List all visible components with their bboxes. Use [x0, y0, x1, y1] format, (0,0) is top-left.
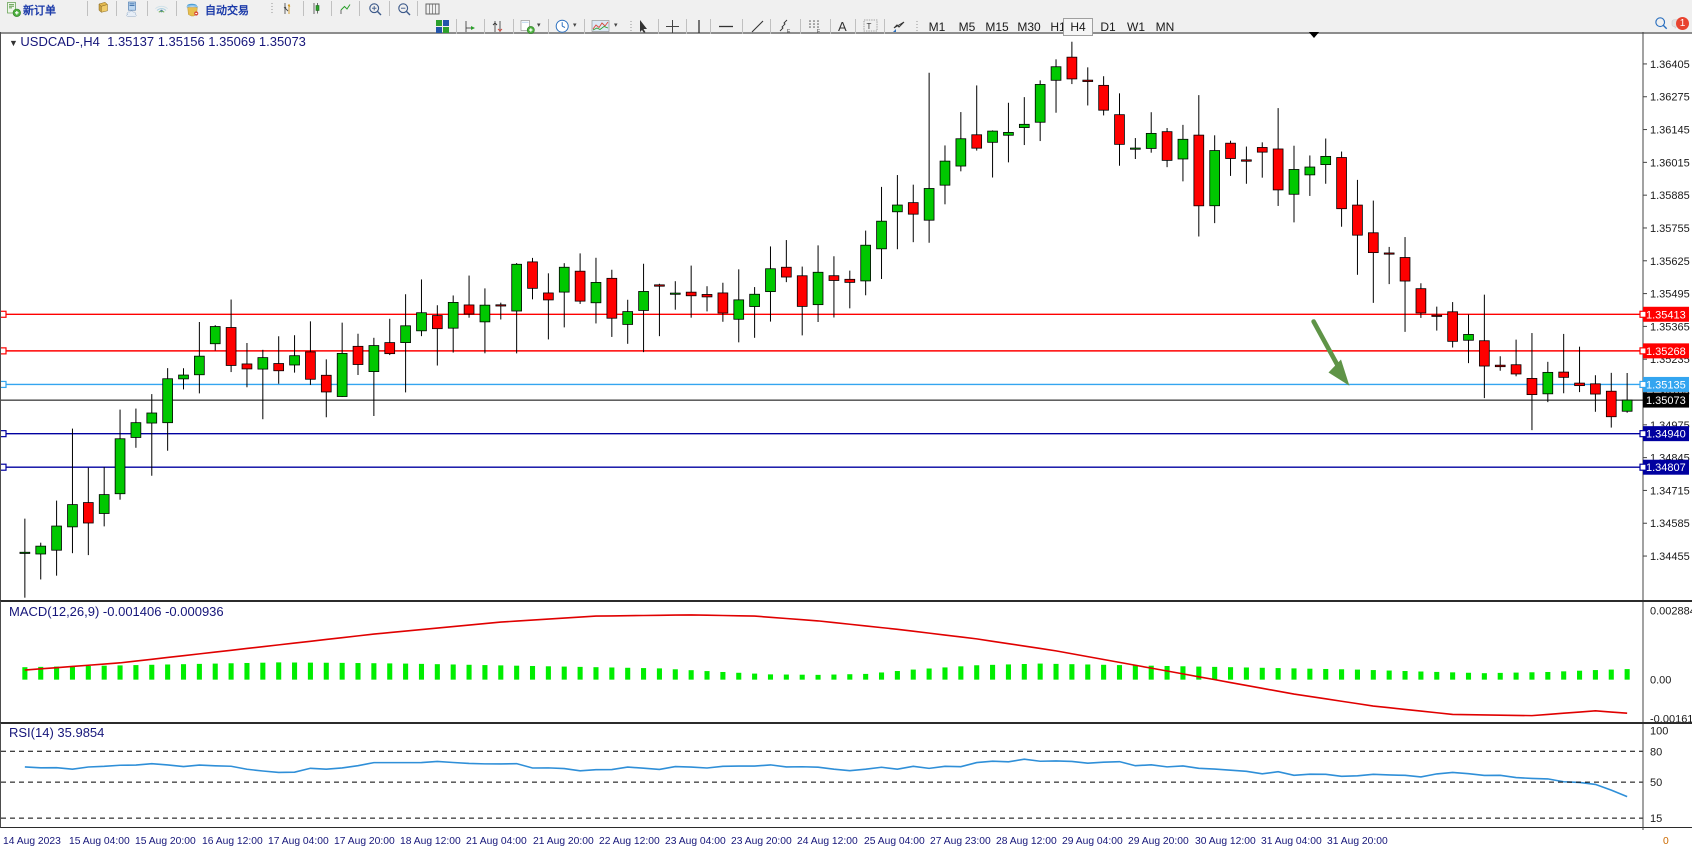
svg-text:1.34715: 1.34715	[1650, 485, 1690, 497]
svg-text:MACD(12,26,9) -0.001406 -0.000: MACD(12,26,9) -0.001406 -0.000936	[9, 604, 224, 619]
svg-text:80: 80	[1650, 746, 1662, 758]
svg-text:1.36275: 1.36275	[1650, 92, 1690, 104]
svg-text:1.34940: 1.34940	[1646, 429, 1686, 441]
svg-text:1.35365: 1.35365	[1650, 321, 1690, 333]
svg-text:100: 100	[1650, 726, 1668, 738]
svg-text:1.35413: 1.35413	[1646, 309, 1686, 321]
svg-text:1.35885: 1.35885	[1650, 190, 1690, 202]
svg-text:1.36405: 1.36405	[1650, 59, 1690, 71]
svg-text:RSI(14) 35.9854: RSI(14) 35.9854	[9, 725, 104, 740]
svg-text:50: 50	[1650, 777, 1662, 789]
svg-text:1.35755: 1.35755	[1650, 223, 1690, 235]
svg-text:1.36145: 1.36145	[1650, 125, 1690, 137]
svg-text:1.36015: 1.36015	[1650, 157, 1690, 169]
svg-text:1.34807: 1.34807	[1646, 462, 1686, 474]
svg-text:1.35268: 1.35268	[1646, 346, 1686, 358]
svg-text:1.35495: 1.35495	[1650, 289, 1690, 301]
svg-text:1.34455: 1.34455	[1650, 551, 1690, 563]
svg-text:0.002884: 0.002884	[1650, 605, 1692, 617]
svg-text:1.35073: 1.35073	[1646, 395, 1686, 407]
svg-text:1.35135: 1.35135	[1646, 379, 1686, 391]
svg-text:0.00: 0.00	[1650, 675, 1671, 687]
svg-text:1.34585: 1.34585	[1650, 518, 1690, 530]
svg-text:T: T	[867, 22, 872, 31]
svg-text:1.35625: 1.35625	[1650, 256, 1690, 268]
svg-text:15: 15	[1650, 813, 1662, 825]
